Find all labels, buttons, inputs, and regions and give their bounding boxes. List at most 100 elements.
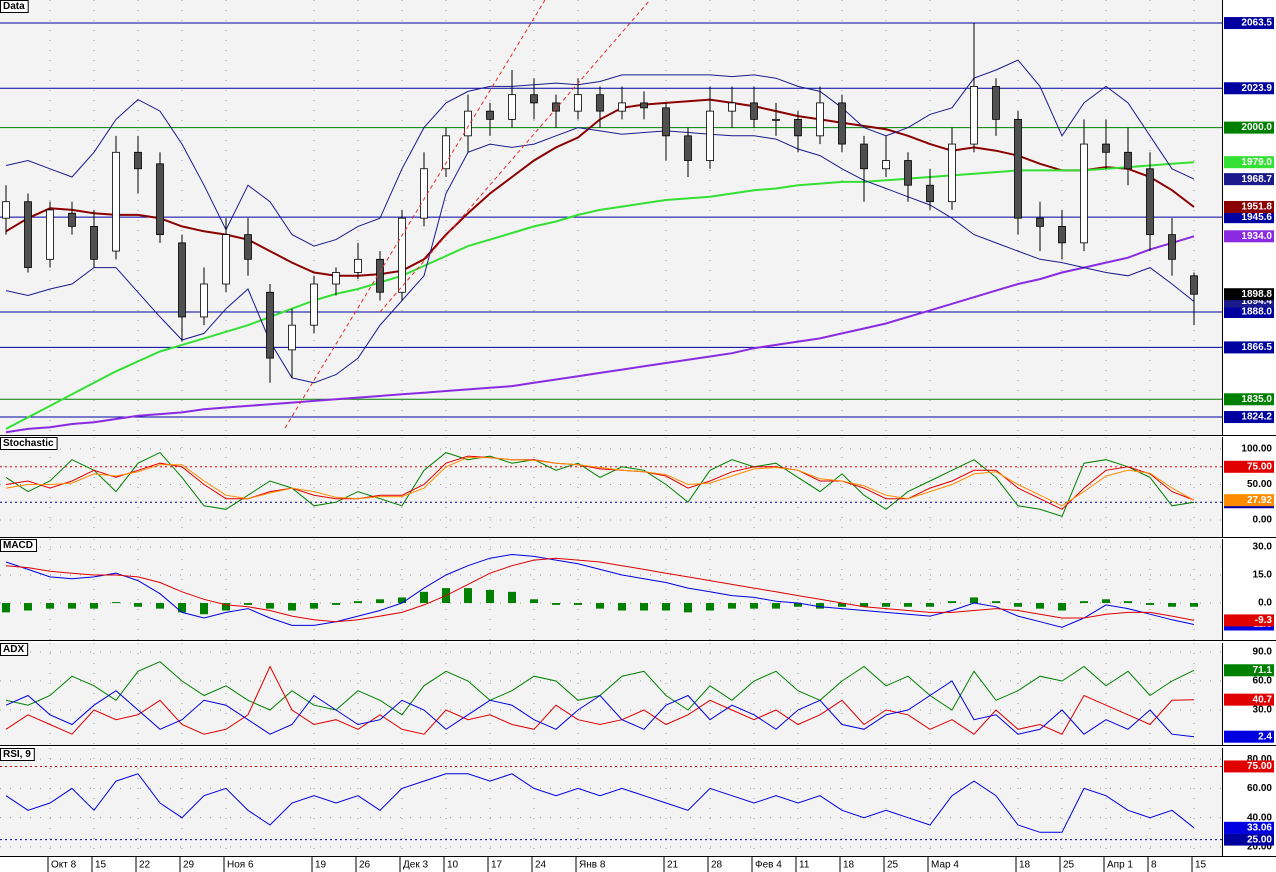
value-box-label: 1979.0 — [1241, 157, 1272, 168]
candle-body — [222, 234, 230, 285]
value-box-label: 1945.6 — [1241, 212, 1272, 223]
candle-body — [860, 143, 868, 170]
histogram-bar — [838, 603, 846, 607]
histogram-bar — [244, 603, 252, 605]
x-tick-label: Мар 4 — [931, 860, 959, 871]
panel — [0, 539, 1222, 640]
value-box — [1224, 341, 1274, 354]
value-box — [1224, 230, 1274, 243]
value-box — [1224, 393, 1274, 406]
candle-body — [970, 86, 978, 145]
histogram-bar — [948, 601, 956, 604]
value-box-label: 2000.0 — [1241, 122, 1272, 133]
value-box-label: 40.7 — [1253, 694, 1273, 705]
value-box-label: 1968.7 — [1241, 174, 1272, 185]
x-tick-label: 15 — [95, 860, 107, 871]
histogram-bar — [772, 603, 780, 609]
histogram-bar — [156, 603, 164, 609]
candle-body — [1146, 168, 1154, 236]
histogram-bar — [552, 603, 560, 605]
candle-body — [464, 110, 472, 137]
histogram-bar — [1168, 603, 1176, 607]
panel-title-box — [0, 643, 29, 656]
value-box — [1224, 411, 1274, 424]
histogram-bar — [508, 591, 516, 604]
indicator-line — [5, 553, 1195, 628]
histogram-bar — [596, 603, 604, 609]
candle-body — [486, 110, 494, 120]
value-box-label: 1934.0 — [1241, 231, 1272, 242]
histogram-bar — [574, 603, 582, 605]
histogram-bar — [794, 603, 802, 607]
value-box-label: 2.4 — [1258, 731, 1272, 742]
histogram-bar — [2, 603, 10, 613]
histogram-bar — [1058, 603, 1066, 611]
y-tick-label: 30.0 — [1253, 705, 1273, 716]
indicator-line — [5, 127, 1195, 384]
value-box — [1224, 82, 1274, 95]
candle-body — [244, 234, 252, 260]
panel — [0, 437, 1222, 537]
value-box — [1224, 306, 1274, 319]
candle-body — [706, 110, 714, 161]
candle-body — [684, 135, 692, 161]
histogram-bar — [1190, 603, 1198, 607]
panel-title-box — [0, 0, 29, 13]
panel-title: RSI, 9 — [3, 749, 31, 760]
value-box — [1224, 211, 1274, 224]
candle-body — [838, 102, 846, 145]
candle-body — [1168, 234, 1176, 260]
x-tick-label: 28 — [711, 860, 723, 871]
candle-body — [1190, 275, 1198, 295]
histogram-bar — [134, 603, 142, 607]
histogram-bar — [288, 603, 296, 611]
histogram-bar — [728, 603, 736, 609]
candle-body — [332, 272, 340, 285]
y-tick-label: 80.00 — [1247, 754, 1272, 765]
candle-body — [816, 102, 824, 137]
candle-body — [618, 102, 626, 112]
candle-body — [1058, 225, 1066, 244]
x-tick-label: Янв 8 — [579, 860, 606, 871]
value-box-label: 25.00 — [1247, 834, 1272, 845]
histogram-bar — [310, 603, 318, 609]
candle-body — [398, 217, 406, 293]
x-tick-label: 24 — [535, 860, 547, 871]
histogram-bar — [992, 601, 1000, 604]
value-box — [1224, 200, 1274, 213]
x-tick-label: Апр 1 — [1107, 860, 1133, 871]
panel-title: ADX — [3, 644, 24, 655]
y-tick-label: 30.0 — [1253, 542, 1273, 553]
value-box-label: -9.3 — [1255, 615, 1273, 626]
candle-body — [904, 160, 912, 186]
price-axis — [1222, 437, 1276, 537]
indicator-line — [5, 557, 1195, 623]
x-tick-label: 19 — [315, 860, 327, 871]
histogram-bar — [420, 591, 428, 604]
value-box — [1224, 614, 1274, 627]
histogram-bar — [684, 603, 692, 613]
candle-body — [882, 160, 890, 170]
panel-title-box — [0, 437, 58, 450]
candle-body — [552, 102, 560, 112]
indicator-line — [5, 773, 1195, 833]
value-box — [1224, 693, 1274, 706]
indicator-line — [5, 235, 1195, 434]
panel-title-box — [0, 539, 37, 552]
trend-lines — [284, 0, 651, 429]
candle-body — [266, 291, 274, 359]
candle-body — [1080, 143, 1088, 244]
value-box-label: 2023.9 — [1241, 83, 1272, 94]
histogram-bar — [486, 589, 494, 604]
candle-body — [354, 258, 362, 273]
histogram-bar — [68, 603, 76, 609]
candle-body — [156, 163, 164, 236]
value-box-label: 75.00 — [1247, 761, 1272, 772]
x-tick-label: 17 — [491, 860, 503, 871]
candle-body — [926, 184, 934, 203]
x-tick-label: 15 — [1195, 860, 1207, 871]
value-box-label: 71.1 — [1253, 665, 1273, 676]
candle-body — [574, 94, 582, 112]
y-tick-label: 40.00 — [1247, 812, 1272, 823]
x-tick-label: 8 — [1151, 860, 1157, 871]
